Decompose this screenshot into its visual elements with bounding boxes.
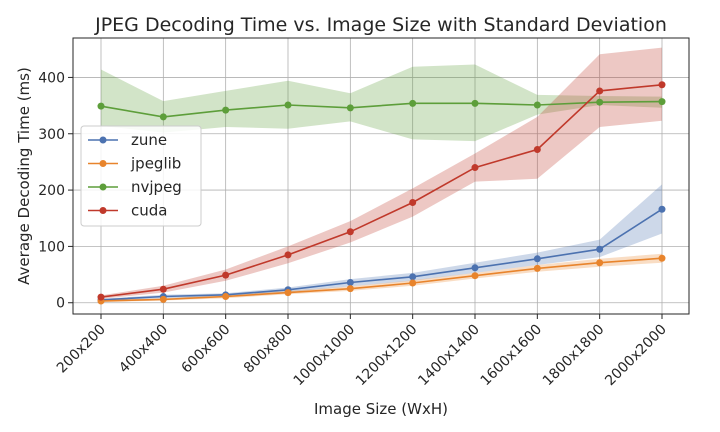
legend-label: jpeglib	[130, 155, 181, 173]
point-nvjpeg	[346, 104, 354, 112]
legend-item-nvjpeg: nvjpeg	[88, 178, 182, 196]
legend-item-cuda: cuda	[88, 202, 167, 220]
y-ticks: 0 100 200 300 400	[38, 70, 73, 312]
legend-swatch-marker	[99, 160, 107, 167]
line-zune	[100, 208, 663, 301]
point-nvjpeg	[409, 99, 417, 107]
std-bands	[101, 47, 662, 303]
legend-label: nvjpeg	[131, 178, 182, 196]
point-jpeglib	[596, 259, 604, 267]
point-zune	[658, 205, 666, 213]
line-cuda	[100, 84, 663, 298]
x-axis-title: Image Size (WxH)	[314, 400, 448, 418]
std-band-jpeglib	[101, 253, 662, 303]
legend-item-zune: zune	[88, 131, 167, 149]
point-nvjpeg	[97, 102, 105, 110]
legend-swatch-marker	[99, 207, 107, 214]
point-cuda	[97, 293, 105, 301]
point-cuda	[596, 87, 604, 95]
point-cuda	[159, 285, 167, 293]
point-cuda	[284, 251, 292, 259]
y-tick-label: 300	[38, 127, 65, 143]
point-zune	[471, 264, 479, 272]
point-zune	[533, 255, 541, 263]
point-nvjpeg	[159, 113, 167, 121]
point-zune	[596, 245, 604, 253]
legend: zune jpeglib nvjpeg cuda	[80, 125, 202, 227]
point-jpeglib	[159, 295, 167, 303]
point-zune	[346, 278, 354, 286]
point-nvjpeg	[471, 99, 479, 107]
point-zune	[409, 273, 417, 281]
point-nvjpeg	[222, 106, 230, 114]
point-nvjpeg	[533, 101, 541, 109]
y-tick-label: 100	[38, 239, 65, 255]
plot-frame	[72, 37, 690, 315]
point-jpeglib	[222, 293, 230, 301]
point-cuda	[658, 81, 666, 89]
y-axis-title: Average Decoding Time (ms)	[15, 67, 33, 285]
point-jpeglib	[284, 289, 292, 297]
y-tick-label: 200	[38, 183, 65, 199]
series-lines	[100, 84, 663, 302]
std-band-cuda	[101, 47, 662, 299]
point-jpeglib	[658, 254, 666, 262]
y-tick-label: 0	[56, 296, 65, 312]
legend-label: zune	[131, 131, 167, 149]
chart-title: JPEG Decoding Time vs. Image Size with S…	[94, 14, 667, 36]
point-nvjpeg	[596, 98, 604, 106]
point-cuda	[471, 164, 479, 172]
point-jpeglib	[409, 279, 417, 287]
line-nvjpeg	[100, 100, 663, 118]
point-jpeglib	[471, 272, 479, 280]
point-nvjpeg	[284, 101, 292, 109]
legend-box	[80, 125, 202, 227]
point-cuda	[222, 271, 230, 279]
legend-label: cuda	[131, 202, 167, 220]
line-jpeglib	[100, 257, 663, 302]
legend-swatch-marker	[99, 136, 107, 144]
legend-item-jpeglib: jpeglib	[88, 155, 181, 173]
point-cuda	[346, 228, 354, 236]
legend-swatch-marker	[99, 183, 107, 191]
y-tick-label: 400	[38, 70, 65, 86]
point-jpeglib	[533, 264, 541, 272]
std-band-zune	[101, 184, 662, 301]
point-jpeglib	[346, 285, 354, 293]
point-cuda	[533, 146, 541, 154]
data-points	[97, 81, 666, 305]
point-cuda	[409, 198, 417, 206]
point-nvjpeg	[658, 98, 666, 106]
std-band-nvjpeg	[101, 64, 662, 142]
